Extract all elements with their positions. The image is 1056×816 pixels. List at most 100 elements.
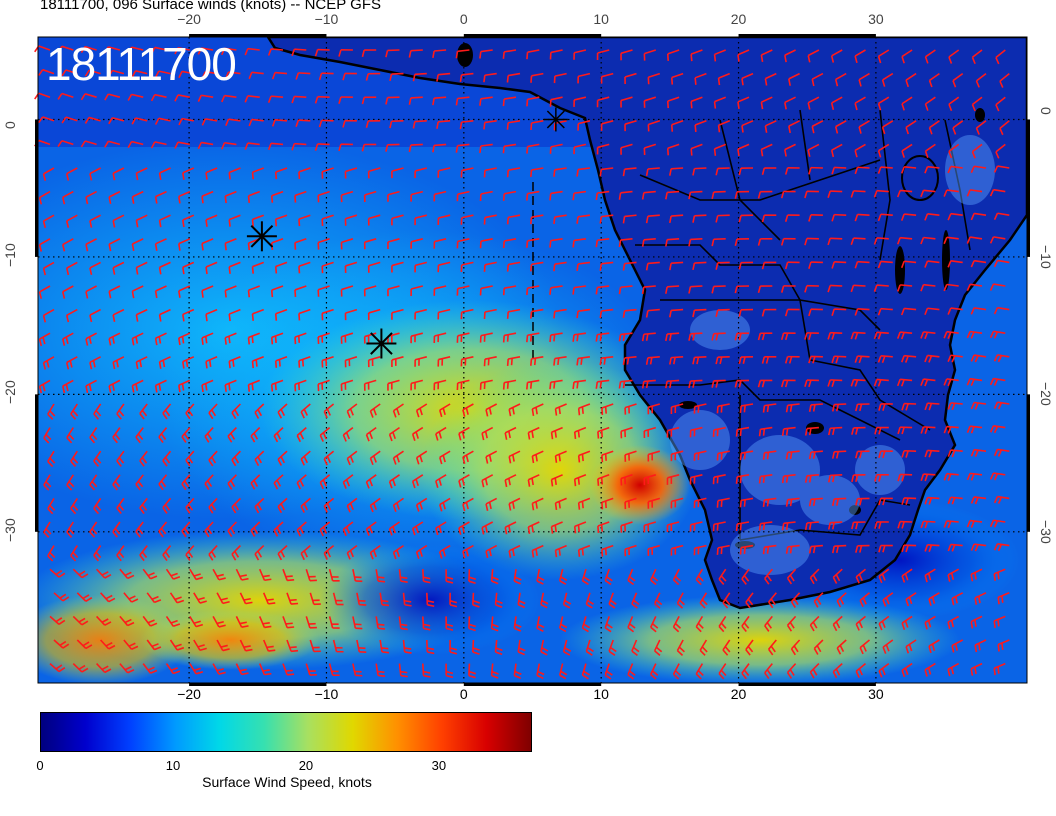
lakes — [457, 43, 985, 549]
wind-barb — [460, 356, 474, 367]
wind-barb — [437, 167, 451, 178]
wind-barb — [277, 545, 288, 561]
wind-barb — [670, 72, 684, 85]
wind-barb — [298, 214, 311, 227]
wind-barb — [439, 544, 451, 559]
wind-barb — [897, 426, 913, 435]
wind-barb — [881, 72, 894, 87]
wind-barb — [437, 308, 451, 320]
wind-barb — [850, 190, 866, 198]
wind-barb — [745, 592, 754, 609]
wind-barb — [286, 639, 299, 653]
wind-barb — [154, 379, 167, 393]
wind-barb — [989, 188, 1006, 197]
wind-barb — [807, 96, 820, 110]
africa-landmass — [266, 37, 1027, 610]
wind-barb — [274, 261, 288, 274]
wind-barb — [947, 449, 963, 458]
wind-barb — [784, 143, 796, 157]
wind-barb — [647, 403, 661, 415]
wind-barb — [43, 474, 52, 491]
wind-barb — [676, 639, 685, 656]
wind-barb — [387, 190, 400, 202]
wind-barb — [282, 616, 295, 629]
wind-barb — [993, 212, 1010, 220]
wind-barb — [585, 592, 594, 609]
wind-barb — [146, 639, 162, 651]
wind-barb — [456, 379, 470, 391]
wind-barb — [877, 213, 893, 222]
wind-barb — [365, 521, 377, 536]
wind-barb — [158, 261, 171, 275]
wind-barb — [296, 426, 307, 443]
wind-barb — [72, 663, 89, 673]
wind-barb — [577, 72, 591, 84]
wind-barb — [966, 283, 983, 292]
wind-barb — [208, 545, 218, 561]
wind-barb — [762, 403, 777, 413]
wind-barb — [832, 663, 843, 679]
wind-barb — [595, 332, 610, 342]
wind-barb — [392, 497, 404, 513]
wind-barb — [585, 639, 594, 656]
wind-barb — [318, 119, 334, 128]
wind-barb — [248, 118, 264, 127]
wind-barb — [734, 238, 750, 247]
wind-barb — [599, 167, 614, 177]
wind-barb — [943, 330, 959, 339]
wind-barb — [338, 143, 353, 152]
wind-barb — [553, 261, 567, 272]
wind-barb — [61, 116, 78, 124]
wind-barb — [483, 356, 497, 367]
wind-barb — [346, 544, 358, 560]
wind-barb — [688, 332, 703, 341]
wind-barb — [597, 474, 610, 486]
wind-barb — [831, 213, 847, 222]
wind-barb — [970, 662, 983, 676]
wind-barb — [502, 190, 517, 201]
lat-tick-label-left: −30 — [2, 518, 18, 542]
wind-barb — [549, 379, 563, 390]
wind-barb — [595, 379, 610, 389]
wind-barb — [881, 120, 894, 135]
wind-barb — [433, 379, 447, 391]
wind-barb — [414, 261, 427, 273]
wind-barb — [76, 592, 93, 602]
wind-barb — [455, 49, 470, 59]
wind-barb — [139, 403, 148, 420]
wind-barb — [65, 214, 78, 228]
wind-barb — [178, 379, 191, 393]
wind-barb — [695, 615, 704, 633]
wind-barb — [274, 308, 288, 321]
wind-barb — [504, 521, 517, 535]
wind-barb — [185, 497, 195, 514]
wind-barb — [49, 615, 66, 626]
wind-barb — [139, 497, 148, 514]
wind-barb — [502, 285, 517, 296]
lon-tick-label-bottom: 20 — [730, 686, 747, 702]
wind-barb — [901, 544, 917, 553]
wind-barb — [624, 544, 637, 557]
wind-barb — [831, 308, 847, 316]
wind-barb — [688, 238, 703, 247]
wind-barb — [225, 118, 241, 126]
wind-barb — [250, 427, 261, 443]
wind-barb — [251, 261, 264, 274]
wind-barb — [970, 165, 987, 174]
wind-barb — [536, 569, 545, 585]
wind-barb — [182, 214, 195, 228]
wind-barb — [581, 568, 591, 586]
wind-barb — [618, 238, 633, 248]
wind-barb — [943, 425, 959, 434]
wind-barb — [758, 521, 773, 531]
wind-barb — [415, 544, 428, 559]
wind-barb — [713, 143, 726, 156]
wind-barb — [688, 379, 703, 389]
wind-barb — [690, 49, 703, 62]
wind-barb — [305, 568, 317, 582]
wind-barb — [481, 521, 494, 535]
wind-barb — [286, 592, 299, 605]
wind-barb — [850, 284, 866, 293]
wind-barb — [517, 592, 526, 609]
wind-barb — [38, 116, 55, 124]
